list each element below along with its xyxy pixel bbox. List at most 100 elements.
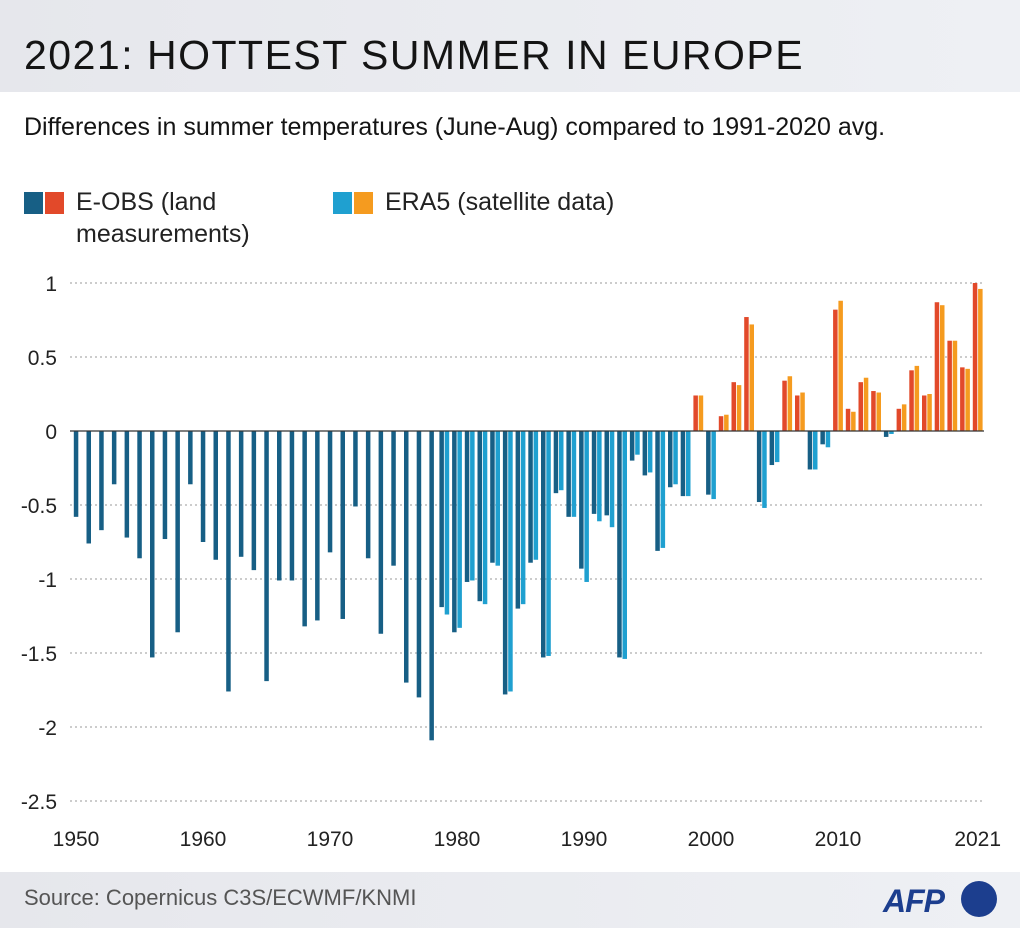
bar-eobs-2005 (769, 431, 775, 466)
bar-eobs-1983 (490, 431, 495, 563)
x-tick-label: 1990 (561, 828, 608, 851)
afp-logo: AFP (883, 880, 999, 922)
bar-eobs-1995 (642, 431, 648, 476)
bar-eobs-2007 (795, 395, 800, 431)
x-tick-label: 1950 (53, 828, 100, 851)
bar-era5-1983 (495, 431, 500, 566)
header-band: 2021: HOTTEST SUMMER IN EUROPE (0, 0, 1020, 92)
bar-eobs-2012 (858, 382, 863, 431)
bar-eobs-2003 (744, 317, 749, 431)
bar-eobs-2002 (731, 382, 736, 431)
temperature-bar-chart: 1 0.5 0 -0.5 -1 -1.5 -2 -2.5 1950 1960 1970 1980 199… (21, 273, 1001, 851)
bar-era5-2020 (965, 368, 970, 431)
legend-item-era5: ERA5 (satellite data) (333, 186, 614, 218)
bar-eobs-1955 (137, 431, 142, 559)
bar-era5-1982 (482, 431, 488, 605)
bar-eobs-2009 (820, 431, 825, 445)
bar-eobs-1997 (668, 431, 673, 488)
bar-eobs-1959 (188, 431, 193, 485)
legend-label-era5: ERA5 (satellite data) (385, 188, 615, 216)
bar-eobs-1957 (162, 431, 168, 540)
bar-era5-1980 (457, 431, 462, 628)
bar-eobs-1961 (213, 431, 218, 560)
bar-era5-1992 (609, 431, 615, 528)
bar-era5-1985 (520, 431, 526, 605)
legend-swatch-eobs-negative (24, 192, 43, 214)
bar-era5-1989 (571, 431, 577, 517)
bar-eobs-2014 (883, 431, 889, 437)
legend-swatch-era5-negative (333, 192, 352, 214)
bar-eobs-2011 (845, 408, 851, 431)
source-note: Source: Copernicus C3S/ECWMF/KNMI (24, 885, 417, 910)
bar-eobs-1962 (226, 431, 231, 692)
bar-era5-2001 (724, 414, 729, 431)
y-tick-label: -2.5 (21, 791, 57, 814)
y-tick-label: -2 (38, 717, 57, 740)
x-tick-label: 1960 (180, 828, 227, 851)
chart-subtitle: Differences in summer temperatures (June… (24, 113, 886, 141)
bar-eobs-1977 (416, 431, 422, 698)
bar-eobs-2000 (706, 431, 711, 495)
bar-era5-2006 (787, 376, 793, 431)
bar-era5-1988 (559, 431, 564, 491)
bar-eobs-1971 (340, 431, 345, 619)
bar-eobs-1998 (680, 431, 686, 497)
bar-eobs-2006 (782, 380, 787, 431)
x-tick-label: 2021 (954, 828, 1001, 851)
bar-era5-2016 (914, 365, 920, 431)
bar-eobs-1967 (289, 431, 295, 581)
legend-swatches-eobs (24, 192, 64, 214)
bar-eobs-2016 (909, 370, 914, 431)
bar-eobs-1990 (579, 431, 584, 569)
bar-eobs-1988 (553, 431, 559, 494)
bars (73, 283, 983, 741)
bar-eobs-1989 (566, 431, 571, 517)
y-tick-label: 0 (45, 421, 57, 444)
bar-eobs-2018 (934, 302, 940, 431)
bar-era5-1994 (635, 431, 640, 455)
bar-eobs-2020 (960, 367, 965, 431)
bar-eobs-1953 (111, 431, 117, 485)
bar-era5-1981 (470, 431, 475, 581)
bar-era5-2004 (762, 431, 767, 508)
bar-eobs-1972 (353, 431, 358, 507)
gridlines (70, 282, 984, 802)
bar-eobs-1992 (604, 431, 609, 516)
bar-eobs-2004 (756, 431, 762, 503)
bar-era5-2000 (711, 431, 716, 500)
bar-eobs-1969 (315, 431, 320, 621)
bar-eobs-1991 (591, 431, 597, 514)
bar-eobs-1979 (439, 431, 444, 608)
bar-eobs-2010 (833, 309, 838, 431)
bar-era5-2018 (940, 305, 945, 431)
y-tick-label: -1 (38, 569, 57, 592)
bar-era5-1995 (647, 431, 653, 473)
bar-eobs-1958 (175, 431, 180, 633)
afp-logo-text: AFP (883, 883, 945, 919)
bar-era5-1993 (622, 431, 627, 659)
bar-eobs-1952 (99, 431, 104, 531)
bar-eobs-1980 (452, 431, 457, 633)
bar-era5-2019 (952, 340, 958, 431)
bar-eobs-1974 (378, 431, 384, 634)
afp-logo-dot (961, 881, 997, 917)
bar-eobs-1978 (429, 431, 434, 741)
bar-eobs-2017 (922, 395, 927, 431)
bar-eobs-1993 (617, 431, 622, 658)
legend-label-eobs: E-OBS (land measurements) (76, 188, 250, 248)
bar-era5-1990 (584, 431, 589, 582)
bar-eobs-1996 (655, 431, 660, 551)
bar-eobs-1987 (541, 431, 546, 658)
bar-eobs-1951 (86, 431, 91, 544)
legend-swatch-eobs-positive (45, 192, 64, 214)
bar-eobs-1982 (477, 431, 482, 602)
bar-eobs-1984 (502, 431, 508, 695)
bar-eobs-1960 (200, 431, 206, 542)
bar-eobs-1970 (327, 431, 333, 553)
bar-era5-2003 (749, 324, 754, 431)
axes: 1 0.5 0 -0.5 -1 -1.5 -2 -2.5 1950 1960 1970 1980 199… (21, 273, 1001, 851)
bar-era5-2002 (736, 385, 742, 431)
bar-era5-1987 (546, 431, 551, 656)
bar-eobs-1973 (365, 431, 371, 559)
bar-eobs-2021 (972, 283, 978, 431)
